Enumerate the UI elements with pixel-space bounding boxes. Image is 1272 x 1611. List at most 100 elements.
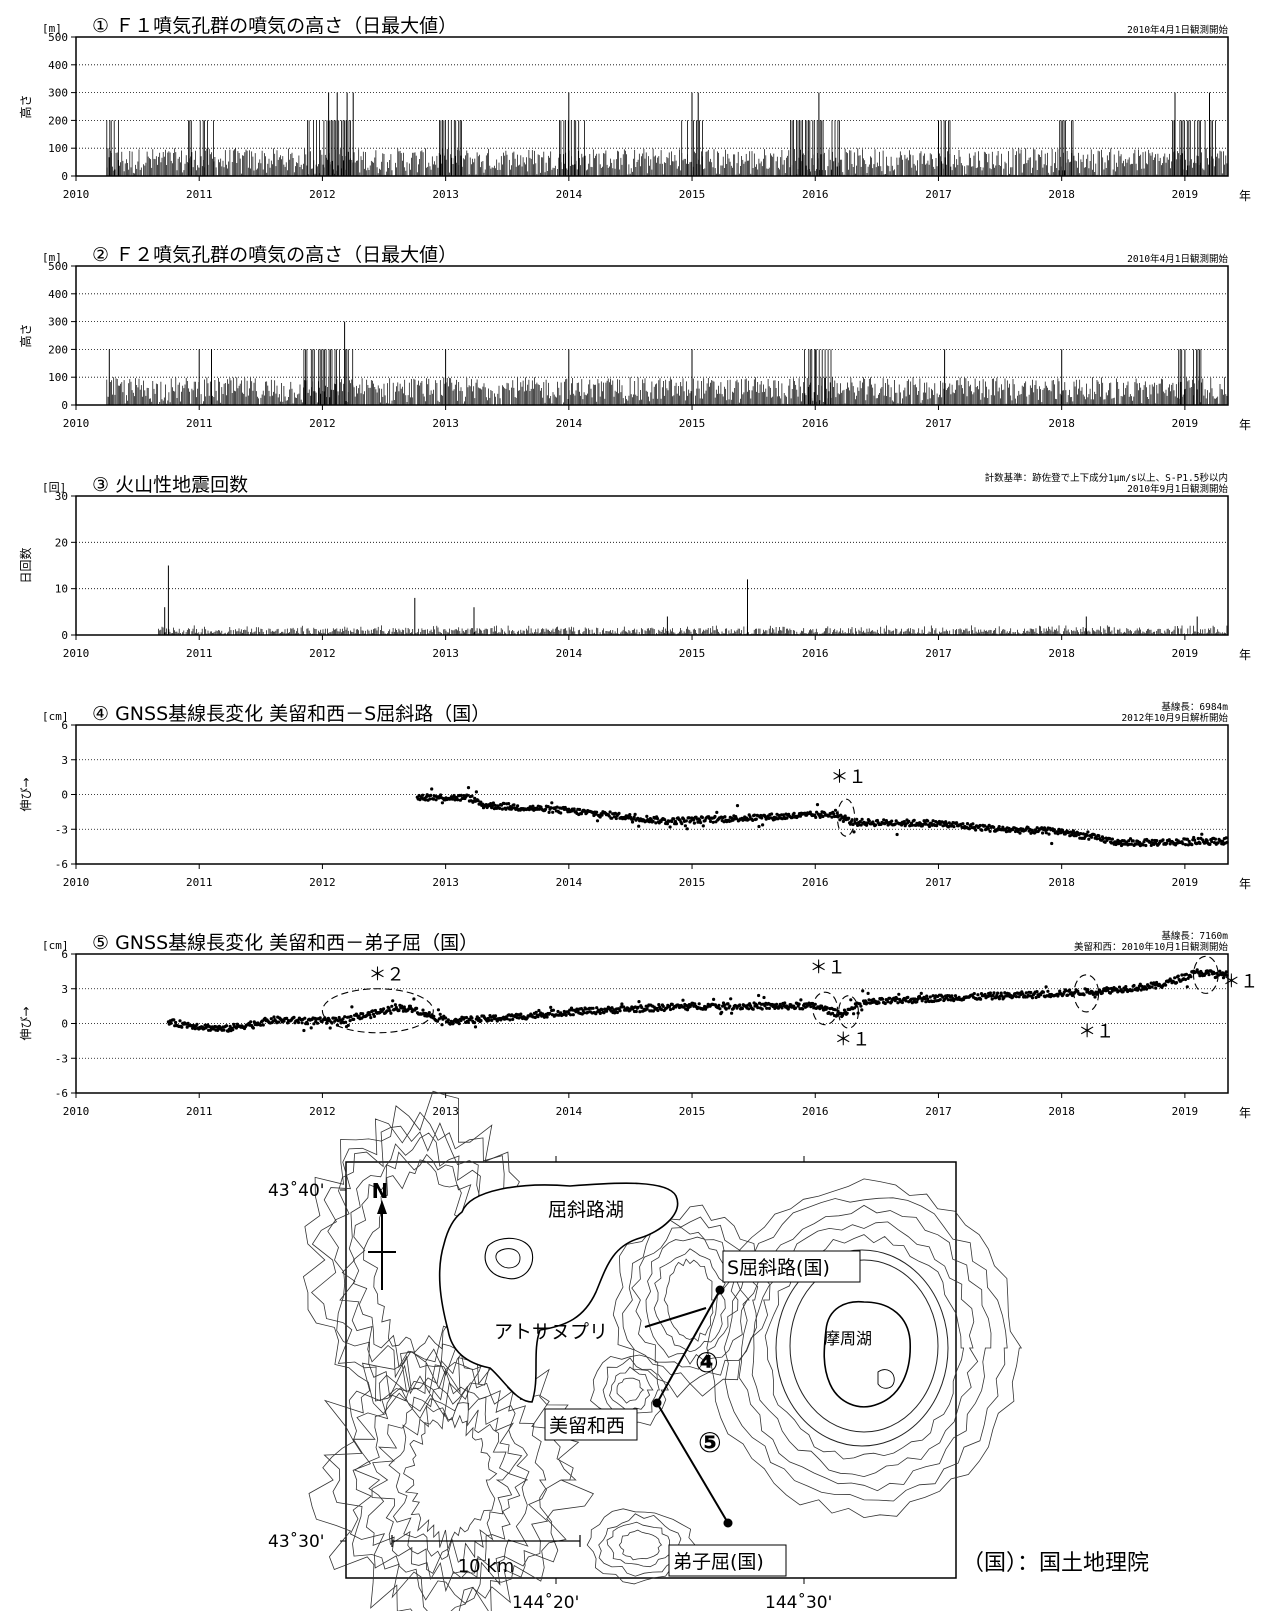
gnss-point xyxy=(809,1005,813,1009)
chart-panel-5: 6 3 0 -3 -6 2010 2011 2012 2013 2014 2015 2016 2017 2… xyxy=(19,930,1258,1120)
y-tick-label: 500 xyxy=(48,260,68,273)
gnss-point xyxy=(910,823,915,827)
gnss-point xyxy=(169,1021,173,1025)
y-tick-label: 200 xyxy=(48,343,68,356)
gnss-point xyxy=(610,816,614,820)
gnss-point xyxy=(174,1020,178,1025)
gnss-point xyxy=(861,989,865,993)
gnss-point xyxy=(1181,842,1185,846)
gnss-point xyxy=(756,1006,760,1010)
gnss-point xyxy=(852,830,856,834)
gnss-point xyxy=(261,1023,265,1027)
gnss-point xyxy=(428,797,432,801)
gnss-point xyxy=(617,811,621,816)
gnss-point xyxy=(792,811,796,815)
x-tick-label: 2010 xyxy=(63,647,90,660)
x-tick-label: 2014 xyxy=(556,1105,583,1118)
gnss-point xyxy=(306,1022,310,1026)
gnss-point xyxy=(854,821,858,825)
gnss-point xyxy=(757,993,761,998)
gnss-point xyxy=(971,822,975,826)
daily-bars xyxy=(158,625,1228,635)
gnss-point xyxy=(670,819,674,824)
x-tick-label: 2012 xyxy=(309,1105,336,1118)
x-tick-label: 2015 xyxy=(679,876,706,889)
gnss-point xyxy=(656,1008,660,1013)
gnss-point xyxy=(645,814,649,819)
gnss-point xyxy=(534,1010,538,1014)
gnss-point xyxy=(582,1011,586,1015)
gnss-point xyxy=(318,1016,322,1020)
gnss-point xyxy=(556,1009,560,1014)
chart-note: 基線長：6984m xyxy=(1161,701,1228,713)
gnss-point xyxy=(598,1011,602,1016)
x-tick-label: 2013 xyxy=(432,417,459,430)
gnss-point xyxy=(632,815,636,819)
gnss-point xyxy=(760,1007,764,1011)
gnss-point xyxy=(770,812,774,816)
gnss-point xyxy=(762,995,766,1000)
gnss-point xyxy=(657,1003,661,1007)
x-tick-label: 2012 xyxy=(309,417,336,430)
gnss-point xyxy=(668,825,672,829)
gnss-point xyxy=(385,1009,389,1013)
y-tick-label: 20 xyxy=(55,536,68,549)
x-tick-label: 2016 xyxy=(802,647,829,660)
gnss-point xyxy=(651,1009,656,1013)
gnss-point xyxy=(647,820,652,824)
annotation-label: ＊１ xyxy=(831,767,867,788)
gnss-point xyxy=(633,812,637,817)
gnss-point xyxy=(821,814,825,819)
x-tick-label: 2010 xyxy=(63,876,90,889)
gnss-point xyxy=(1097,834,1101,838)
gnss-point xyxy=(498,806,502,811)
x-tick-label: 2012 xyxy=(309,647,336,660)
gnss-point xyxy=(636,1005,640,1010)
gnss-point xyxy=(815,803,820,807)
gnss-point xyxy=(312,1022,316,1026)
x-tick-label: 2019 xyxy=(1172,876,1199,889)
gnss-point xyxy=(368,1013,372,1017)
gnss-point xyxy=(896,1001,900,1005)
gnss-point xyxy=(1081,832,1085,836)
unit-label: [回] xyxy=(42,481,66,494)
gnss-point xyxy=(489,802,493,806)
gnss-point xyxy=(531,804,535,808)
gnss-point xyxy=(620,1002,624,1006)
gnss-point xyxy=(888,996,892,1000)
gnss-point xyxy=(997,825,1001,829)
gnss-point xyxy=(195,1022,199,1026)
gnss-point xyxy=(740,1006,745,1011)
gnss-points xyxy=(166,968,1229,1033)
y-tick-label: 6 xyxy=(61,719,68,732)
x-axis-label: 年 xyxy=(1239,1106,1251,1120)
chart-panel-1: 500 400 300 200 100 0 2010 2011 2012 2013 2014 2015… xyxy=(18,15,1251,203)
y-tick-label: 400 xyxy=(48,288,68,301)
gnss-point xyxy=(505,1017,509,1021)
y-axis-label: 高さ xyxy=(18,94,33,118)
gnss-point xyxy=(1042,826,1047,830)
gnss-point xyxy=(640,1005,644,1010)
x-tick-label: 2019 xyxy=(1172,647,1199,660)
x-tick-label: 2014 xyxy=(556,417,583,430)
gnss-point xyxy=(978,823,982,828)
gnss-point xyxy=(591,1006,595,1010)
gnss-point xyxy=(614,816,618,821)
gnss-point xyxy=(512,803,516,807)
x-axis-label: 年 xyxy=(1239,189,1251,203)
gnss-point xyxy=(578,807,582,812)
x-tick-label: 2012 xyxy=(309,188,336,201)
gnss-point xyxy=(328,1026,332,1030)
gnss-point xyxy=(459,1018,463,1023)
gnss-point xyxy=(697,1002,701,1006)
y-tick-label: 0 xyxy=(61,1018,68,1031)
y-tick-label: 3 xyxy=(61,983,68,996)
gnss-point xyxy=(285,1016,289,1020)
gnss-point xyxy=(296,1020,301,1025)
gnss-point xyxy=(421,1008,425,1012)
gnss-point xyxy=(926,819,930,823)
plot-frame xyxy=(75,36,1229,177)
x-tick-label: 2017 xyxy=(925,647,952,660)
gnss-point xyxy=(407,1007,411,1011)
gnss-point xyxy=(852,1012,856,1016)
